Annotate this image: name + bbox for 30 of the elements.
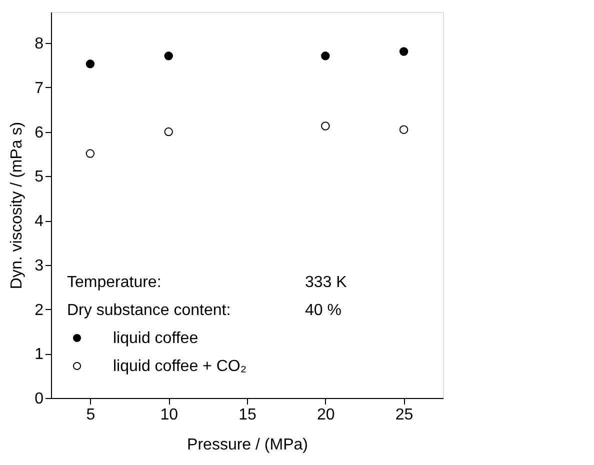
point <box>399 125 408 134</box>
legend-label: liquid coffee <box>113 330 198 347</box>
point <box>86 60 95 68</box>
y-tick-label: 1 <box>34 346 44 364</box>
point <box>86 149 95 158</box>
y-tick-label: 6 <box>34 124 44 142</box>
point <box>164 52 173 60</box>
x-tick-label: 20 <box>317 406 335 424</box>
x-tick-label: 25 <box>395 406 414 424</box>
y-tick-label: 4 <box>34 213 44 230</box>
x-axis-title: Pressure / (MPa) <box>187 436 308 454</box>
annotation: 333 K <box>305 274 348 291</box>
point <box>164 127 173 136</box>
x-tick-label: 5 <box>86 406 96 424</box>
y-tick-label: 7 <box>34 80 44 97</box>
y-axis-title: Dyn. viscosity / (mPa s) <box>8 122 26 290</box>
point <box>399 47 408 56</box>
x-tick-label: 10 <box>160 406 178 424</box>
y-tick-label: 0 <box>34 390 44 408</box>
point <box>321 122 330 130</box>
x-tick-label: 15 <box>238 406 256 424</box>
annotation: Temperature: <box>67 274 162 291</box>
legend-label: liquid coffee + CO₂ <box>113 358 247 375</box>
y-tick-label: 2 <box>34 302 44 319</box>
y-tick-label: 5 <box>34 168 44 186</box>
point <box>321 52 330 60</box>
annotation: 40 % <box>305 302 342 319</box>
annotation: Dry substance content: <box>67 302 231 319</box>
y-tick-label: 8 <box>34 36 44 53</box>
y-tick-label: 3 <box>34 257 44 274</box>
